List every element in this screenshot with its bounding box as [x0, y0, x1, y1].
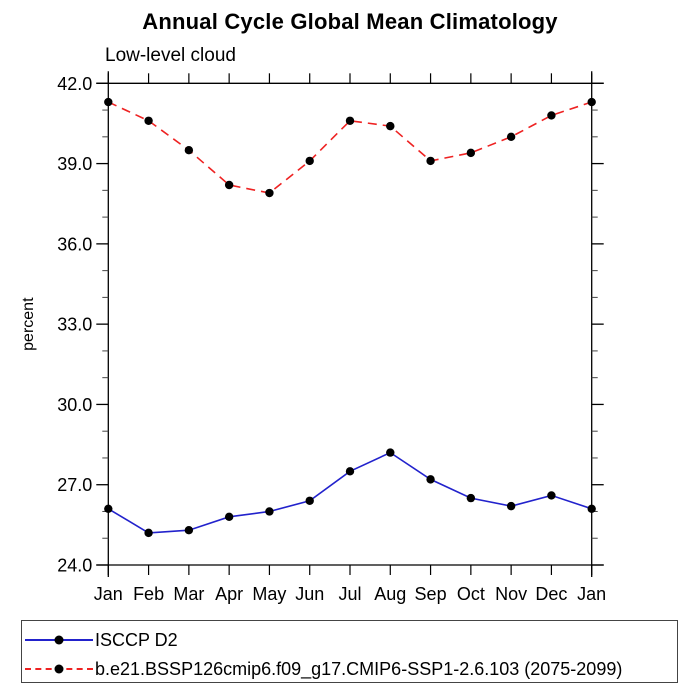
chart-subtitle: Low-level cloud	[105, 45, 236, 66]
data-point	[426, 475, 435, 484]
data-point	[386, 448, 395, 457]
x-tick-label: Apr	[215, 584, 243, 604]
y-tick-label: 24.0	[57, 556, 92, 576]
circle-marker-icon	[54, 635, 64, 645]
legend-line-sample	[25, 664, 93, 674]
data-point	[104, 504, 113, 514]
data-point	[587, 504, 596, 514]
x-tick-label: Aug	[374, 584, 406, 604]
data-point	[345, 116, 355, 125]
legend-item: ISCCP D2	[25, 629, 677, 650]
data-point	[305, 496, 314, 505]
x-tick-label: Jul	[338, 584, 361, 604]
y-tick-label: 30.0	[57, 395, 92, 415]
data-point	[466, 148, 476, 158]
data-point	[506, 501, 516, 511]
x-tick-label: May	[252, 584, 286, 604]
series-line-0	[107, 451, 592, 534]
data-point	[224, 180, 234, 190]
data-point	[426, 156, 435, 166]
data-point	[305, 156, 314, 166]
data-point	[104, 97, 113, 107]
x-tick-label: Jan	[94, 584, 123, 604]
y-axis-title: percent	[20, 297, 37, 351]
x-tick-label: Nov	[495, 584, 527, 604]
x-tick-label: Jun	[295, 584, 324, 604]
series-line-1	[107, 101, 592, 194]
data-point	[506, 132, 516, 142]
data-point	[144, 116, 153, 125]
data-point	[184, 526, 194, 535]
y-tick-label: 42.0	[57, 74, 92, 94]
data-point	[265, 507, 274, 516]
data-point	[184, 146, 194, 155]
legend-label: ISCCP D2	[95, 629, 178, 650]
legend: ISCCP D2 b.e21.BSSP126cmip6.f09_g17.CMIP…	[21, 620, 678, 683]
data-point	[587, 97, 596, 107]
data-point	[547, 491, 556, 500]
data-point	[265, 188, 274, 198]
data-point	[224, 512, 234, 522]
x-tick-label: Feb	[133, 584, 164, 604]
chart-title: Annual Cycle Global Mean Climatology	[142, 9, 558, 34]
x-tick-label: Oct	[457, 584, 485, 604]
x-tick-label: Jan	[577, 584, 606, 604]
legend-line-sample	[25, 635, 93, 645]
y-tick-label: 27.0	[57, 475, 92, 495]
plot-area: Jan Feb Mar Apr May Jun Jul Aug Sep Oct Nov Dec Jan2…	[20, 71, 606, 604]
y-tick-label: 33.0	[57, 315, 92, 335]
y-tick-label: 36.0	[57, 234, 92, 254]
x-tick-label: Sep	[415, 584, 447, 604]
data-point	[345, 467, 355, 476]
data-point	[144, 528, 153, 538]
data-point	[386, 121, 395, 131]
circle-marker-icon	[54, 664, 64, 674]
y-tick-label: 39.0	[57, 154, 92, 174]
legend-label: b.e21.BSSP126cmip6.f09_g17.CMIP6-SSP1-2.…	[95, 658, 623, 679]
x-tick-label: Dec	[535, 584, 567, 604]
legend-item: b.e21.BSSP126cmip6.f09_g17.CMIP6-SSP1-2.…	[25, 658, 677, 679]
x-tick-label: Mar	[173, 584, 204, 604]
data-point	[547, 111, 556, 120]
data-point	[466, 493, 476, 503]
